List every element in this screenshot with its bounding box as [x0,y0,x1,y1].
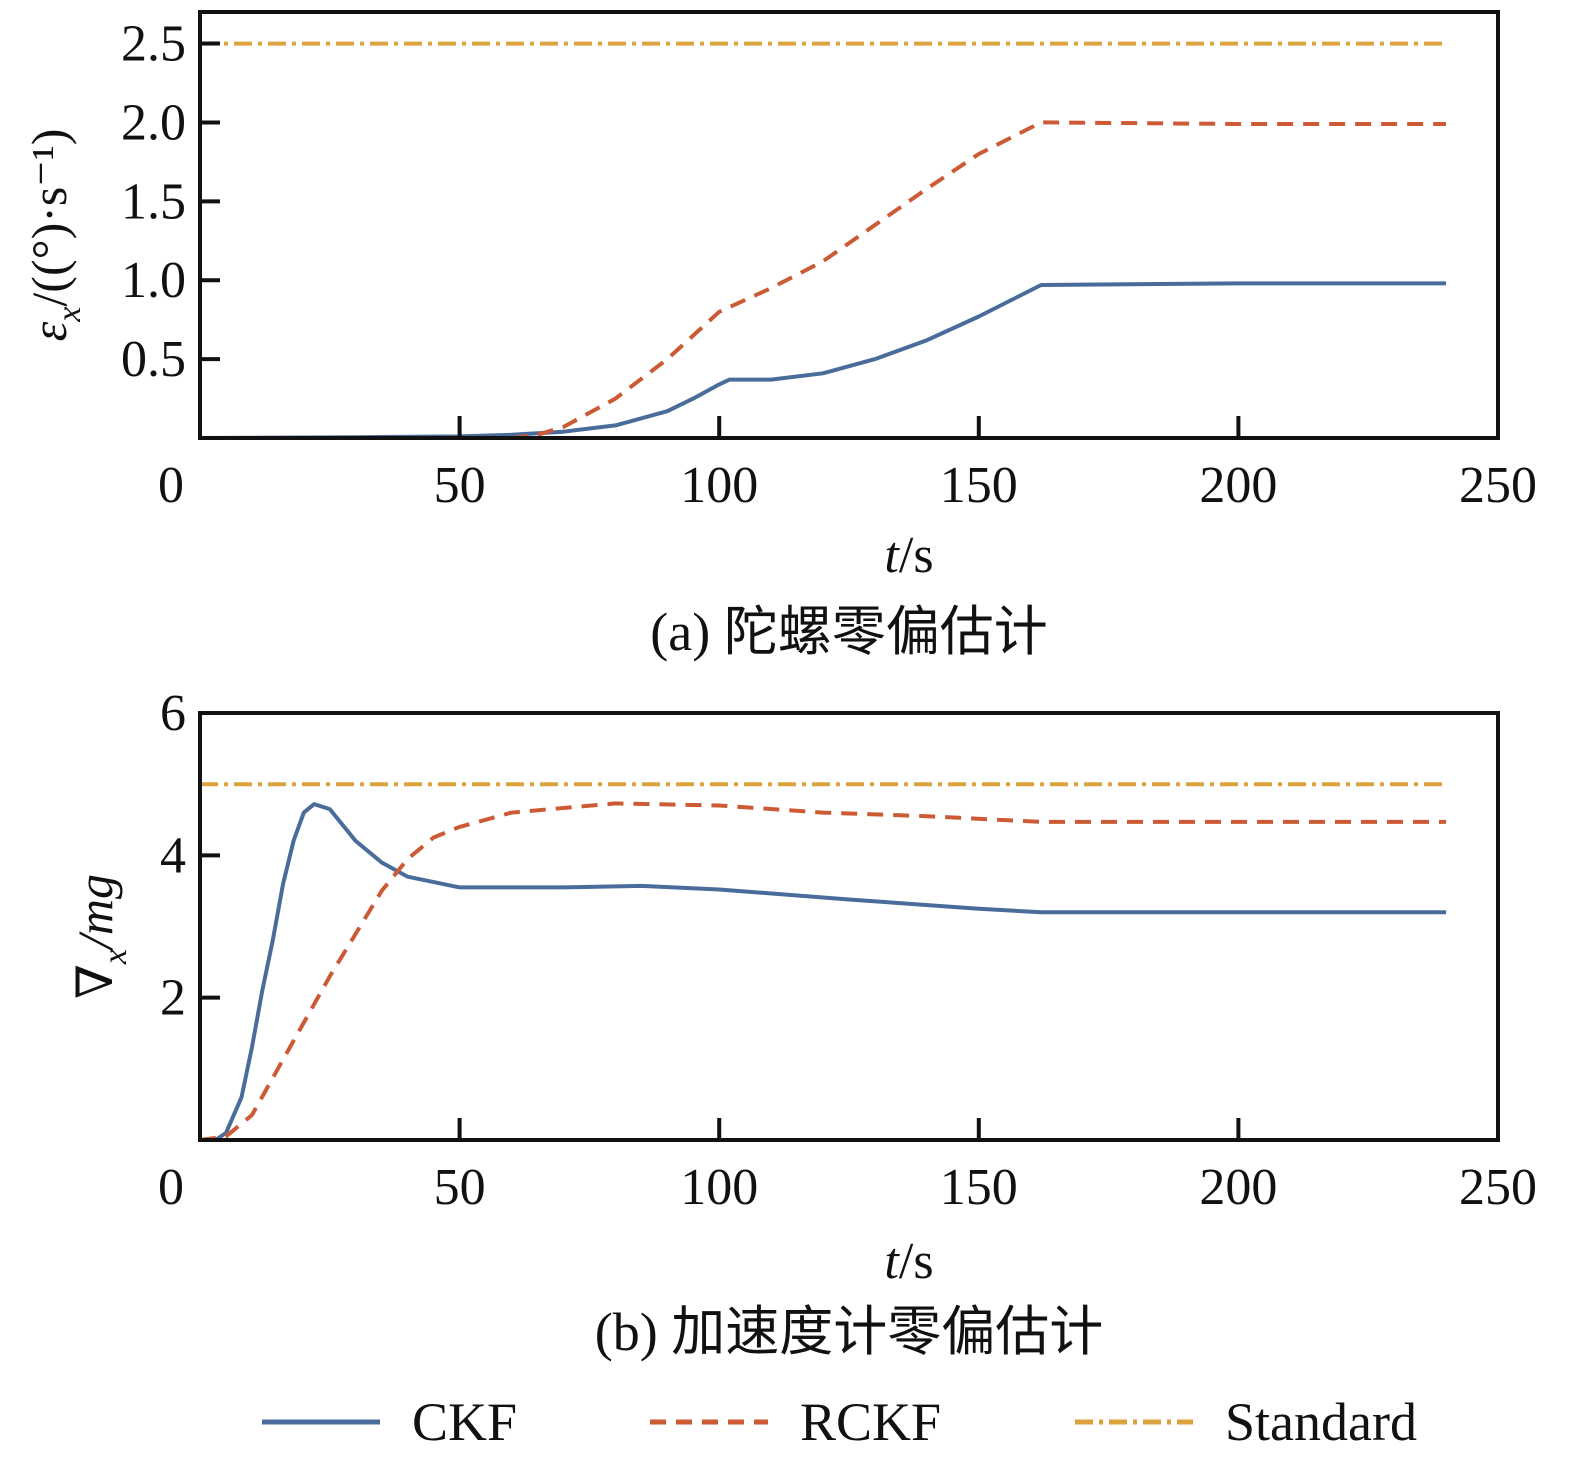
x-axis-label-unit: /s [899,1233,934,1290]
legend-label: CKF [412,1392,517,1452]
x-tick-label: 0 [158,457,184,514]
x-tick-label: 0 [158,1159,184,1216]
x-axis-label-var: t [884,1233,900,1290]
y-tick-label: 2.5 [121,16,186,73]
panel-caption: (a) 陀螺零偏估计 [650,602,1047,662]
y-tick-label: 0.5 [121,331,186,388]
y-axis-label-symbol: ε [21,321,77,341]
y-axis-label-subscript: x [97,949,134,965]
x-axis-label: t/s [884,527,933,584]
series-line-ckf [199,281,1447,440]
y-axis-label: εx/((°)·s⁻¹) [21,129,88,342]
series-line-rckf [200,120,1447,440]
plot-frame [198,10,1500,440]
y-axis-label: ∇x/mg [67,874,134,999]
x-axis-label-var: t [884,527,900,584]
x-tick-label: 100 [680,1159,758,1216]
legend-label: Standard [1225,1392,1417,1452]
legend-item-rckf: RCKF [650,1392,941,1452]
chart-panel-b: 0 50 100 150 200 250 2 4 6 t/s ∇x/mg (b) 加速度计零偏估计 [67,685,1537,1362]
legend-label: RCKF [800,1392,941,1452]
y-tick-label: 2 [160,970,186,1027]
x-tick-label: 200 [1199,457,1277,514]
chart-panel-a: 0 50 100 150 200 250 0.5 1.0 1.5 2.0 2.5 t/s εx/((°)… [21,10,1537,662]
y-tick-label: 2.0 [121,94,186,151]
x-tick-label: 250 [1459,457,1537,514]
legend: CKF RCKF Standard [262,1392,1417,1452]
x-tick-label: 250 [1459,1159,1537,1216]
y-tick-label: 1.5 [121,173,186,230]
series-line-ckf [200,802,1447,1142]
x-axis-label-unit: /s [899,527,934,584]
legend-item-standard: Standard [1075,1392,1417,1452]
x-axis-label: t/s [884,1233,933,1290]
y-axis-label-unit: /mg [67,874,123,952]
series-line-rckf [199,801,1447,1142]
x-tick-label: 150 [940,1159,1018,1216]
x-tick-label: 50 [434,1159,486,1216]
legend-item-ckf: CKF [262,1392,517,1452]
y-tick-label: 6 [160,685,186,742]
panel-caption: (b) 加速度计零偏估计 [595,1302,1103,1362]
x-tick-label: 50 [434,457,486,514]
y-tick-label: 1.0 [121,252,186,309]
y-axis-label-symbol: ∇ [67,964,123,999]
x-tick-label: 200 [1199,1159,1277,1216]
y-tick-label: 4 [160,827,186,884]
x-tick-label: 100 [680,457,758,514]
y-axis-label-unit: /((°)·s⁻¹) [21,129,77,307]
plot-frame [198,711,1500,1142]
y-axis-label-subscript: x [51,307,88,323]
x-tick-label: 150 [940,457,1018,514]
